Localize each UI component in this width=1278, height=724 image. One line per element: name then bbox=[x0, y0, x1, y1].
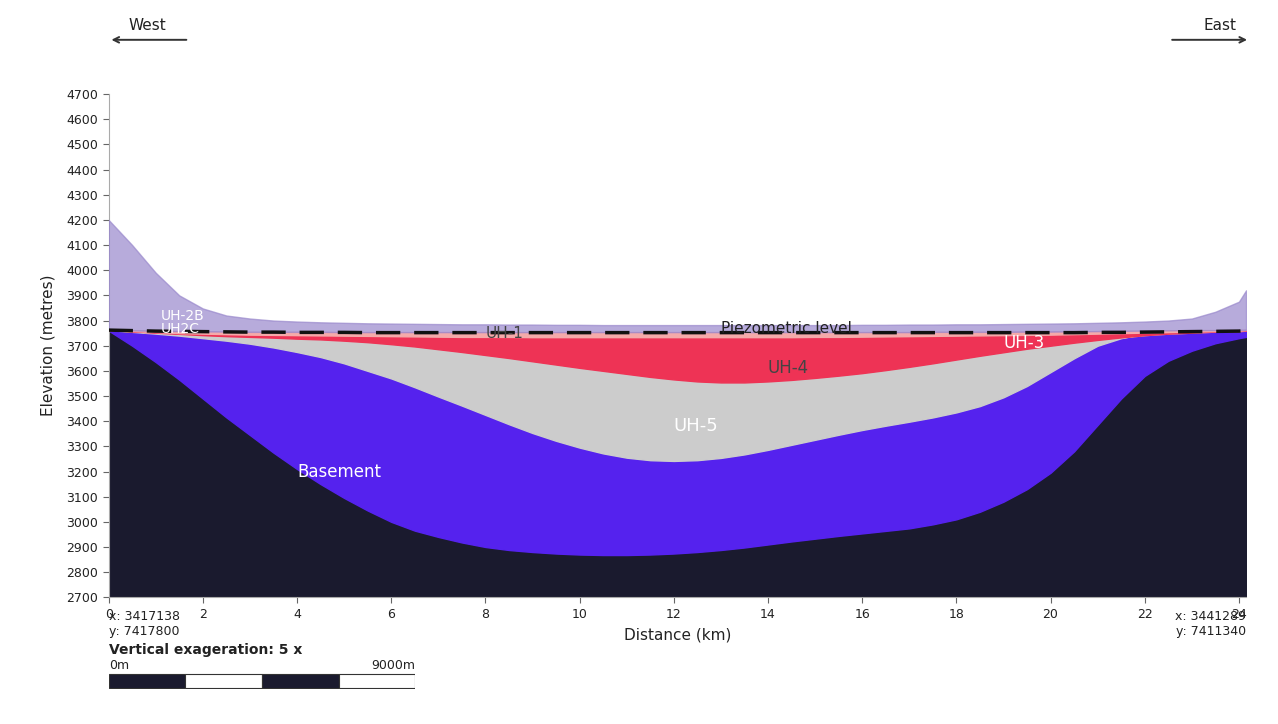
Text: UH-2B: UH-2B bbox=[161, 308, 204, 322]
Text: UH-5: UH-5 bbox=[674, 417, 718, 435]
Text: UH-1: UH-1 bbox=[486, 326, 523, 341]
Text: Piezometric level: Piezometric level bbox=[721, 321, 851, 336]
Text: Vertical exageration: 5 x: Vertical exageration: 5 x bbox=[109, 644, 302, 657]
Text: West: West bbox=[128, 17, 166, 33]
X-axis label: Distance (km): Distance (km) bbox=[624, 628, 731, 643]
Bar bbox=[185, 674, 262, 689]
Text: 0m: 0m bbox=[109, 659, 129, 672]
Text: x: 3441289
y: 7411340: x: 3441289 y: 7411340 bbox=[1176, 610, 1246, 638]
Text: 9000m: 9000m bbox=[372, 659, 415, 672]
Text: UH2C: UH2C bbox=[161, 321, 199, 336]
Text: UH-4: UH-4 bbox=[768, 359, 809, 377]
Text: East: East bbox=[1204, 17, 1237, 33]
Y-axis label: Elevation (metres): Elevation (metres) bbox=[40, 275, 55, 416]
Bar bbox=[109, 674, 185, 689]
Bar bbox=[262, 674, 339, 689]
Text: x: 3417138
y: 7417800: x: 3417138 y: 7417800 bbox=[109, 610, 180, 638]
Text: Basement: Basement bbox=[296, 463, 381, 481]
Text: UH-3: UH-3 bbox=[1003, 334, 1044, 352]
Bar bbox=[339, 674, 415, 689]
